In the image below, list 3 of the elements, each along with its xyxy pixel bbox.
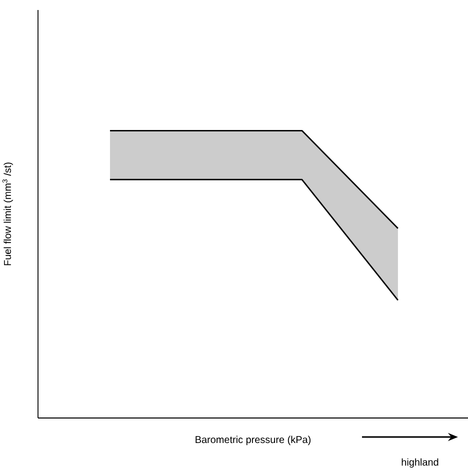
y-axis-title: Fuel flow limit (mm$^{3}$ /st) [2, 162, 13, 266]
x-axis-title: Barometric pressure (kPa) [196, 436, 310, 446]
text: highland [402, 458, 438, 468]
